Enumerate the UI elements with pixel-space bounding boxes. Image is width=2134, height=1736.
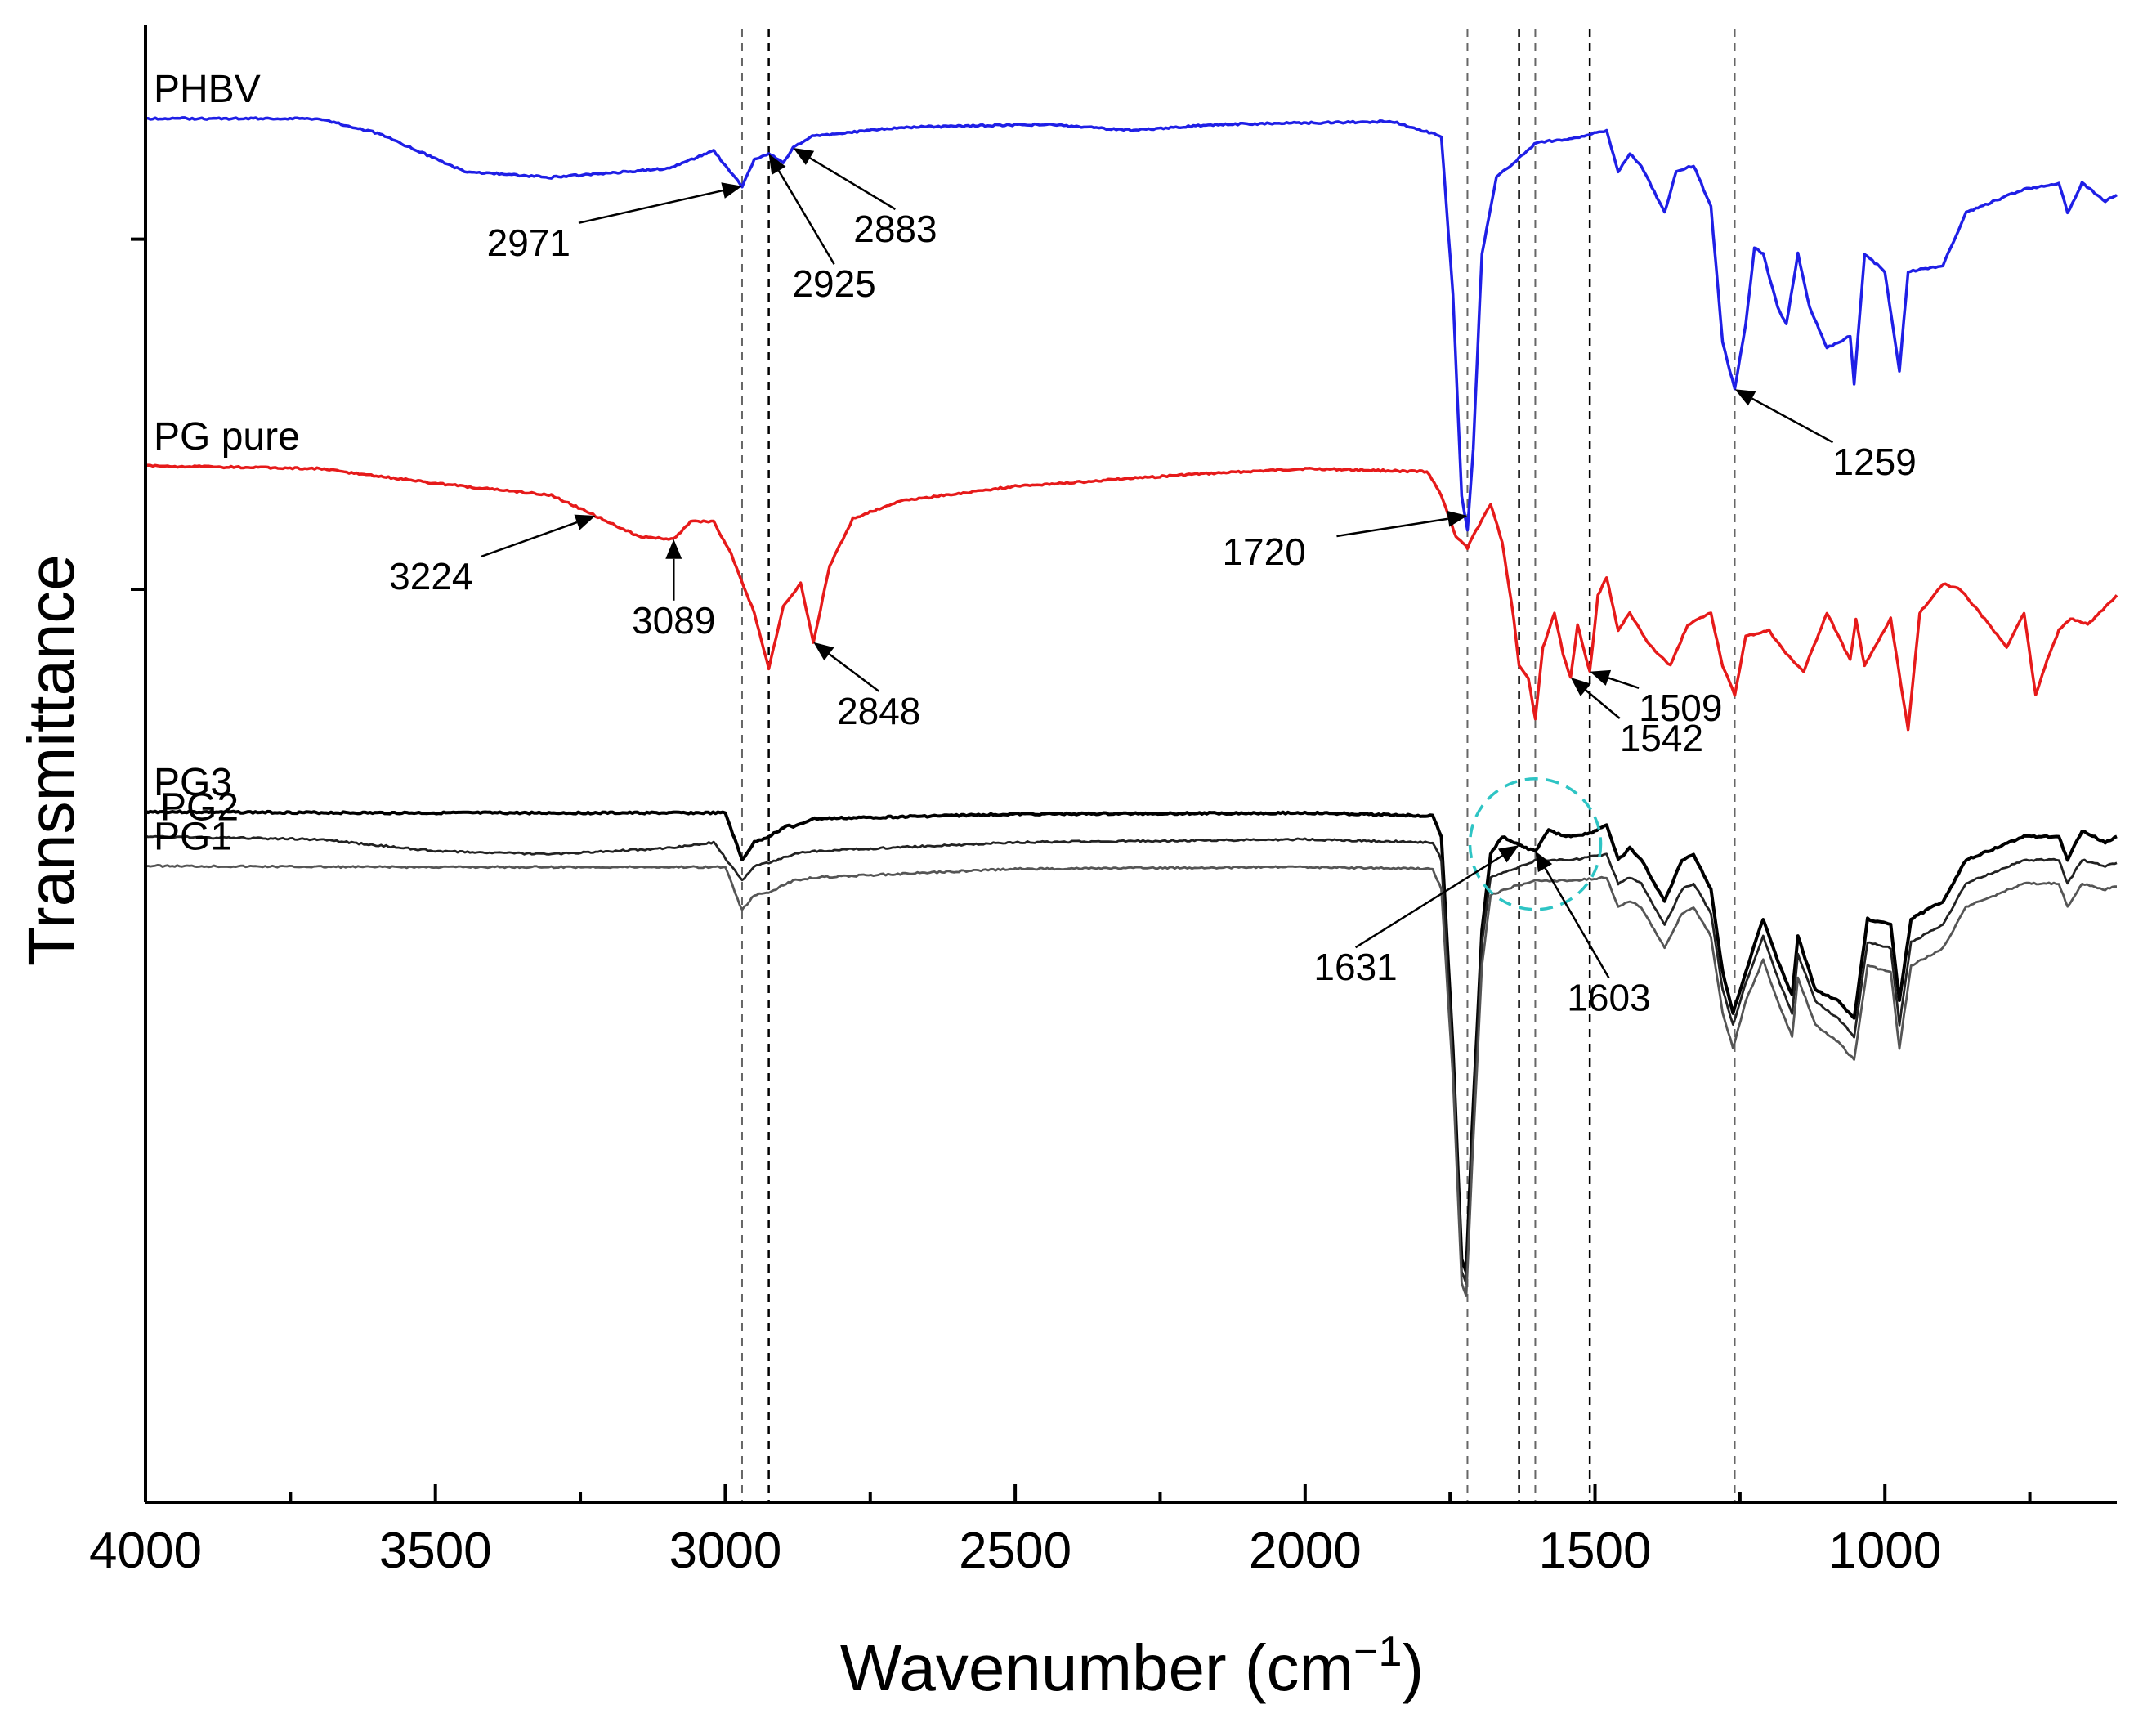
peak-annotation-1542: 1542 (1570, 678, 1703, 759)
series-line-pg3 (145, 809, 2118, 1274)
arrow-line (809, 157, 897, 211)
peak-label-1603: 1603 (1567, 976, 1650, 1018)
peak-annotation-2883: 2883 (793, 148, 937, 250)
arrow-head (1734, 389, 1756, 406)
y-axis-title: Transmittance (15, 554, 87, 966)
arrow-head (768, 154, 786, 175)
peak-label-2971: 2971 (487, 221, 570, 264)
highlight-group (1468, 777, 1603, 911)
peak-label-1631: 1631 (1313, 946, 1397, 988)
x-tick-label-1500: 1500 (1539, 1523, 1652, 1579)
arrow-line (1751, 397, 1834, 444)
peak-annotation-1603: 1603 (1535, 851, 1651, 1018)
arrow-line (1608, 677, 1640, 689)
peak-label-1720: 1720 (1222, 530, 1305, 573)
x-tick-label-1000: 1000 (1828, 1523, 1941, 1579)
series-line-phbv (145, 116, 2118, 532)
arrow-head (665, 539, 682, 559)
arrow-line (1544, 867, 1610, 979)
peak-label-2848: 2848 (837, 690, 920, 732)
peak-annotation-2971: 2971 (487, 182, 742, 264)
arrow-line (1336, 517, 1448, 538)
arrow-head (793, 148, 815, 165)
peak-label-2925: 2925 (792, 262, 875, 305)
x-axis-title-main: Wavenumber (cm (840, 1631, 1353, 1704)
series-label-pg3: PG3 (154, 761, 232, 804)
arrow-line (1585, 689, 1621, 719)
arrow-head (721, 182, 742, 199)
peak-annotation-2925: 2925 (768, 154, 876, 305)
axes (144, 25, 2117, 1504)
peak-label-3224: 3224 (389, 555, 472, 597)
peak-annotation-3089: 3089 (632, 539, 715, 642)
series-label-pg-pure: PG pure (154, 415, 300, 459)
peak-label-1509: 1509 (1639, 687, 1722, 729)
peak-label-2883: 2883 (853, 208, 937, 250)
series-line-pg1 (145, 864, 2117, 1297)
peak-annotation-2848: 2848 (813, 642, 920, 732)
x-axis-title: Wavenumber (cm−1) (840, 1628, 1424, 1704)
x-tick-label-3500: 3500 (379, 1523, 492, 1579)
peak-annotation-1631: 1631 (1313, 845, 1519, 988)
series-label-phbv: PHBV (154, 68, 261, 111)
arrow-head (1570, 678, 1591, 697)
highlight-circle (1468, 777, 1603, 911)
arrow-head (1447, 510, 1468, 527)
peak-annotation-1259: 1259 (1734, 389, 1917, 483)
spectra-group (145, 116, 2118, 1297)
peak-annotation-3224: 3224 (389, 514, 596, 597)
arrow-head (574, 514, 596, 530)
arrow-line (578, 189, 723, 225)
x-ticks: 4000 3500 3000 2500 2000 1500 1000 (89, 1484, 2032, 1579)
series-line-pg-pure (145, 463, 2118, 732)
x-tick-label-3000: 3000 (669, 1523, 781, 1579)
x-tick-label-2500: 2500 (959, 1523, 1071, 1579)
arrow-line (777, 170, 835, 265)
x-axis-title-exponent: −1 (1353, 1628, 1402, 1676)
series-line-pg2 (145, 834, 2118, 1285)
arrow-head (1590, 669, 1612, 686)
arrow-head (813, 642, 834, 661)
peak-annotation-1720: 1720 (1222, 510, 1468, 573)
peak-label-1542: 1542 (1620, 717, 1703, 759)
series-label-pg1: PG1 (154, 815, 232, 858)
peak-label-1259: 1259 (1832, 441, 1916, 483)
series-label-pg2: PG2 (160, 785, 239, 829)
peak-annotations: 2971 2925 2883 1259 3224 3089 2848 1720 15091542… (389, 148, 1917, 1018)
arrow-line (1354, 854, 1503, 949)
peak-annotation-1509: 1509 (1590, 669, 1722, 729)
x-tick-label-2000: 2000 (1249, 1523, 1362, 1579)
arrow-line (828, 653, 879, 692)
y-ticks (131, 237, 145, 591)
arrow-head (1535, 851, 1553, 873)
peak-label-3089: 3089 (632, 599, 715, 642)
arrow-line (481, 521, 578, 558)
x-tick-label-4000: 4000 (89, 1523, 202, 1579)
arrow-head (1497, 845, 1519, 863)
x-axis-title-close: ) (1402, 1631, 1424, 1704)
